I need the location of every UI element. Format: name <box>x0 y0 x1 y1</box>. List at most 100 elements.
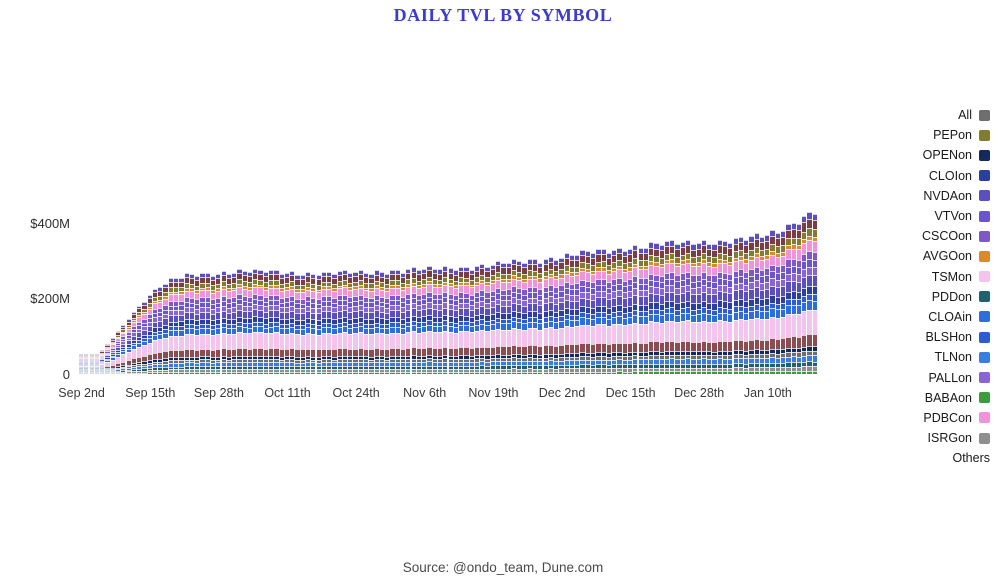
stacked-bar[interactable] <box>664 240 670 374</box>
stacked-bar[interactable] <box>200 273 205 374</box>
stacked-bar[interactable] <box>406 269 411 374</box>
stacked-bar[interactable] <box>622 251 627 374</box>
stacked-bar[interactable] <box>501 263 506 374</box>
stacked-bar[interactable] <box>717 239 722 374</box>
stacked-bar[interactable] <box>131 311 136 374</box>
stacked-bar[interactable] <box>612 249 617 374</box>
stacked-bar[interactable] <box>121 324 126 374</box>
stacked-bar[interactable] <box>364 273 369 374</box>
stacked-bar[interactable] <box>517 260 522 374</box>
stacked-bar[interactable] <box>701 240 707 374</box>
stacked-bar[interactable] <box>775 232 780 374</box>
stacked-bar[interactable] <box>437 269 443 374</box>
stacked-bar[interactable] <box>300 275 305 374</box>
stacked-bar[interactable] <box>744 239 749 374</box>
stacked-bar[interactable] <box>348 273 353 374</box>
stacked-bar[interactable] <box>216 273 221 374</box>
stacked-bar[interactable] <box>295 274 300 374</box>
stacked-bar[interactable] <box>284 272 290 374</box>
stacked-bar[interactable] <box>738 236 744 374</box>
stacked-bar[interactable] <box>163 283 168 374</box>
stacked-bar[interactable] <box>670 240 675 374</box>
stacked-bar[interactable] <box>311 274 316 374</box>
stacked-bar[interactable] <box>427 265 432 374</box>
legend-item-cloain[interactable]: CLOAin <box>840 307 990 327</box>
stacked-bar[interactable] <box>168 278 173 374</box>
stacked-bar[interactable] <box>765 235 770 374</box>
legend-item-all[interactable]: All <box>840 105 990 125</box>
stacked-bar[interactable] <box>770 230 775 374</box>
stacked-bar[interactable] <box>342 269 348 374</box>
stacked-bar[interactable] <box>791 222 796 374</box>
stacked-bar[interactable] <box>443 266 448 374</box>
stacked-bar[interactable] <box>274 269 279 374</box>
stacked-bar[interactable] <box>105 344 110 374</box>
stacked-bar[interactable] <box>94 354 100 374</box>
legend-item-pddon[interactable]: PDDon <box>840 287 990 307</box>
legend-item-babaon[interactable]: BABAon <box>840 388 990 408</box>
stacked-bar[interactable] <box>448 268 453 374</box>
stacked-bar[interactable] <box>480 264 485 374</box>
stacked-bar[interactable] <box>247 272 253 374</box>
stacked-bar[interactable] <box>395 270 400 374</box>
stacked-bar[interactable] <box>316 275 321 374</box>
legend-item-tsmon[interactable]: TSMon <box>840 267 990 287</box>
stacked-bar[interactable] <box>142 301 147 374</box>
stacked-bar[interactable] <box>596 249 601 374</box>
stacked-bar[interactable] <box>659 245 664 374</box>
stacked-bar[interactable] <box>411 267 416 374</box>
stacked-bar[interactable] <box>627 249 633 374</box>
stacked-bar[interactable] <box>115 330 121 374</box>
stacked-bar[interactable] <box>680 241 685 374</box>
stacked-bar[interactable] <box>158 287 163 374</box>
legend-item-pallon[interactable]: PALLon <box>840 367 990 387</box>
stacked-bar[interactable] <box>100 350 105 374</box>
stacked-bar[interactable] <box>152 288 158 374</box>
stacked-bar[interactable] <box>580 250 585 374</box>
stacked-bar[interactable] <box>474 266 480 374</box>
legend-item-nvdaon[interactable]: NVDAon <box>840 186 990 206</box>
stacked-bar[interactable] <box>675 244 680 374</box>
stacked-bar[interactable] <box>422 268 427 374</box>
stacked-bar[interactable] <box>258 269 263 374</box>
stacked-bar[interactable] <box>459 266 464 374</box>
stacked-bar[interactable] <box>554 259 559 374</box>
stacked-bar[interactable] <box>464 267 469 374</box>
stacked-bar[interactable] <box>485 266 490 374</box>
stacked-bar[interactable] <box>712 244 717 374</box>
stacked-bar[interactable] <box>210 275 216 374</box>
stacked-bar[interactable] <box>575 254 580 374</box>
stacked-bar[interactable] <box>754 232 759 374</box>
stacked-bar[interactable] <box>522 262 527 374</box>
stacked-bar[interactable] <box>796 223 802 374</box>
stacked-bar[interactable] <box>569 255 575 374</box>
legend-item-openon[interactable]: OPENon <box>840 145 990 165</box>
stacked-bar[interactable] <box>601 249 606 374</box>
stacked-bar[interactable] <box>89 354 94 374</box>
legend-item-cloion[interactable]: CLOIon <box>840 166 990 186</box>
stacked-bar[interactable] <box>110 338 115 374</box>
stacked-bar[interactable] <box>327 271 332 374</box>
stacked-bar[interactable] <box>400 272 406 374</box>
stacked-bar[interactable] <box>305 272 311 374</box>
stacked-bar[interactable] <box>812 213 817 374</box>
plot-area[interactable] <box>79 200 818 374</box>
stacked-bar[interactable] <box>84 354 89 374</box>
stacked-bar[interactable] <box>585 251 590 374</box>
stacked-bar[interactable] <box>374 270 379 374</box>
stacked-bar[interactable] <box>263 272 268 374</box>
stacked-bar[interactable] <box>269 270 274 374</box>
stacked-bar[interactable] <box>638 247 643 374</box>
stacked-bar[interactable] <box>548 257 553 374</box>
stacked-bar[interactable] <box>559 257 564 374</box>
stacked-bar[interactable] <box>226 274 232 374</box>
stacked-bar[interactable] <box>290 271 295 374</box>
legend-item-tlnon[interactable]: TLNon <box>840 347 990 367</box>
stacked-bar[interactable] <box>379 272 385 374</box>
stacked-bar[interactable] <box>722 240 728 374</box>
stacked-bar[interactable] <box>321 271 327 374</box>
stacked-bar[interactable] <box>686 239 691 374</box>
stacked-bar[interactable] <box>617 247 622 374</box>
stacked-bar[interactable] <box>242 271 247 374</box>
stacked-bar[interactable] <box>126 319 131 374</box>
